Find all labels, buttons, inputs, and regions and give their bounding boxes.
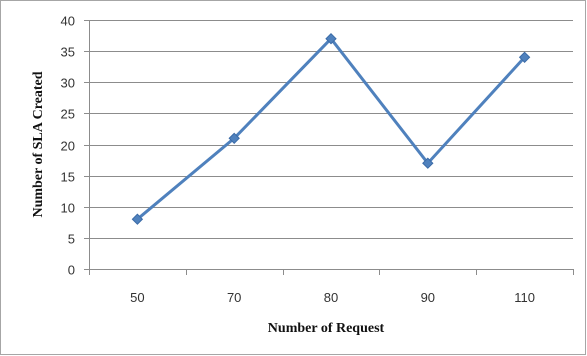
y-tick-label: 35 xyxy=(61,45,75,60)
x-tick-labels: 50 70 80 90 110 xyxy=(130,290,535,305)
x-tick-label: 50 xyxy=(130,290,144,305)
data-point-70 xyxy=(228,132,240,145)
x-tick-label: 90 xyxy=(421,290,435,305)
markers xyxy=(131,32,531,225)
y-tick-labels: 0 5 10 15 20 25 30 35 40 xyxy=(61,14,75,278)
y-tick-label: 15 xyxy=(61,170,75,185)
series xyxy=(136,36,526,221)
x-tick-label: 110 xyxy=(514,290,535,305)
data-point-90 xyxy=(422,157,434,169)
data-point-50 xyxy=(131,213,144,225)
x-tick-label: 80 xyxy=(324,290,338,305)
x-axis-title: Number of Request xyxy=(268,321,385,336)
y-tick-label: 30 xyxy=(61,76,75,91)
y-tick-label: 10 xyxy=(61,201,75,216)
y-tick-label: 0 xyxy=(68,263,75,278)
y-tick-label: 25 xyxy=(61,107,75,122)
gridlines xyxy=(89,20,573,239)
y-tick-label: 5 xyxy=(68,232,75,247)
series-line xyxy=(136,36,526,221)
data-point-110 xyxy=(518,51,531,64)
y-axis-title: Number of SLA Created xyxy=(31,71,46,217)
x-tick-label: 70 xyxy=(227,290,241,305)
y-tick-label: 20 xyxy=(61,139,75,154)
data-point-80 xyxy=(325,32,337,45)
axes xyxy=(84,20,574,275)
y-tick-label: 40 xyxy=(61,14,75,29)
